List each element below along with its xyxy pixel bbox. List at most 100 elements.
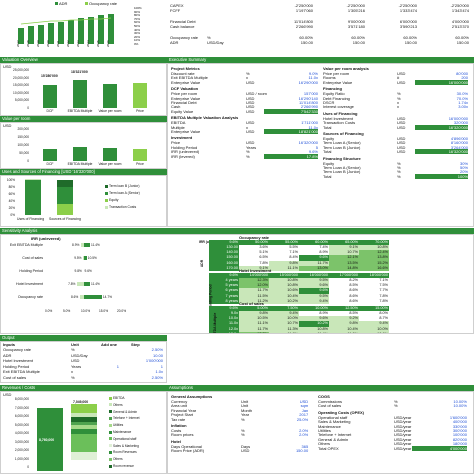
rev-legend-item: Sales & Marketing [109,444,139,449]
output-unit: USD/Day [71,352,88,358]
top-row-value: 60.00% [455,35,469,40]
output-step: 1 [160,363,163,369]
rev-legend-item: Others [109,403,123,408]
grid-cell: 7.5% [379,283,388,288]
top-row-value: 3'590'213 [399,24,417,29]
sources-junior [57,180,73,187]
grid-row-head: 140.00 [209,250,239,256]
legend-swatch [105,184,108,188]
legend-label: Others [113,457,123,462]
tornado-label: Hotel Investment [16,282,43,286]
top-row-value: 1'305'216 [347,8,365,13]
row-unit: % [241,432,245,438]
y-tick: 0% [10,213,15,217]
row-unit: USD [241,448,250,454]
row-label: Maintenance [318,423,341,429]
row-label: Currency [171,399,188,404]
revenues-panel: USD 8,000,000 7,000,000 6,000,000 5,000,000… [0,391,167,474]
grid-cell: 10.2% [299,321,329,327]
tornado-axis: 5.0% [63,309,71,313]
row-value: 1'600'000 [449,414,467,420]
y-tick: 2,000,000 [14,448,29,452]
row-value: 30.0% [456,91,469,97]
row-label: Operational staff [318,414,348,420]
row-label: Equity Ratio [323,91,345,97]
legend-item: Equity [105,198,118,203]
row-value: 2.0% [299,432,309,438]
row-label: Multiple [171,124,185,130]
x-tick: Value per room [98,162,122,166]
row-value: 1.74x [458,100,469,105]
row-unit: USD [397,115,406,121]
occupancy-line [20,17,112,25]
grid-col-head: 12.50% [329,306,359,311]
legend-label: Term loan A (Senior) [109,191,140,195]
assumptions-panel: General Assumptions Currency Unit USD Area u… [167,391,474,474]
grid-row-head: 13.0x [209,331,239,333]
cost-segment [71,404,97,413]
top-row-label: CAPEX [170,3,184,8]
y-tick: 0 [27,159,29,163]
legend-item: Term loan B (Junior) [105,184,140,189]
row-label: Tax rate [171,416,186,422]
grid-corner: 9.6% [209,240,239,245]
row-unit: % [246,153,250,159]
grid-cell: 12.2% [239,331,269,333]
y-tick: 0 [27,106,29,110]
row-label: Total [323,173,332,179]
grid-row-head: 9.0x [209,311,239,317]
top-row-value: 3'571'180 [347,24,365,29]
output-label: Occupancy rate [3,347,32,352]
grid-cell: 7.8% [259,260,268,265]
row-unit: % [397,95,401,101]
row-unit: Year [241,412,250,418]
row-unit: x [246,75,248,81]
grid-col-head: 50.00% [239,240,269,245]
row-label: Enterprise Value [323,79,353,85]
row-label: Costs [171,428,182,433]
tornado-b: 10.5% [87,256,97,260]
grid-cell: 9.2% [329,316,359,322]
pct-tick: 90% [134,9,141,14]
grid-row-head: 150.00 [209,255,239,261]
row-value: 30% [460,160,469,166]
row-unit: % [397,165,401,170]
tornado-axis: 0.0% [45,309,53,313]
chart-bar [43,84,57,108]
row-label: Price per room [171,91,198,97]
grid-cell: 9.6% [299,288,329,294]
row-unit: USD / room [246,91,267,97]
adr-bar [28,26,34,44]
x-tick: EBITDA Multiple [67,109,93,113]
grid-cell: 9.5% [299,293,329,299]
grid-cell: 11.7% [239,288,269,294]
row-unit: x [397,100,399,105]
section-title: Value per room analysis [323,66,369,71]
row-label: General & Admin [318,436,349,442]
row-label: Total [323,124,332,130]
legend-label: Room revenue [113,464,134,468]
row-label: Total OPEX [318,445,339,451]
grid-cell: 11.7% [299,260,329,266]
y-tick: 8,000,000 [14,397,29,401]
row-value: 320'000 [453,120,469,126]
y-tick: 20,000,000 [13,75,29,80]
row-label: IRR (levered) [171,153,195,159]
grid-title: Hotel Investment [239,268,272,273]
row-unit: # [397,75,400,81]
pct-tick: 100% [134,6,142,10]
grid-row-head: 7 years [209,293,239,299]
tornado-a: 7.8% [68,282,76,286]
row-value: 4'000'000 [412,445,467,451]
legend-label: General & Admin [113,409,138,414]
year-tick: 2023 [76,40,80,47]
tornado-high [83,243,91,247]
grid-corner: 9.6% [209,306,239,311]
row-value: 20% [460,169,469,175]
row-value: 80'000 [456,71,469,76]
cost-segment [71,429,97,434]
tornado-label: Cost of sales [22,256,43,260]
row-unit: USD [246,104,255,110]
row-value: 400'000 [452,419,467,425]
y-tick: 100,000 [17,143,29,147]
